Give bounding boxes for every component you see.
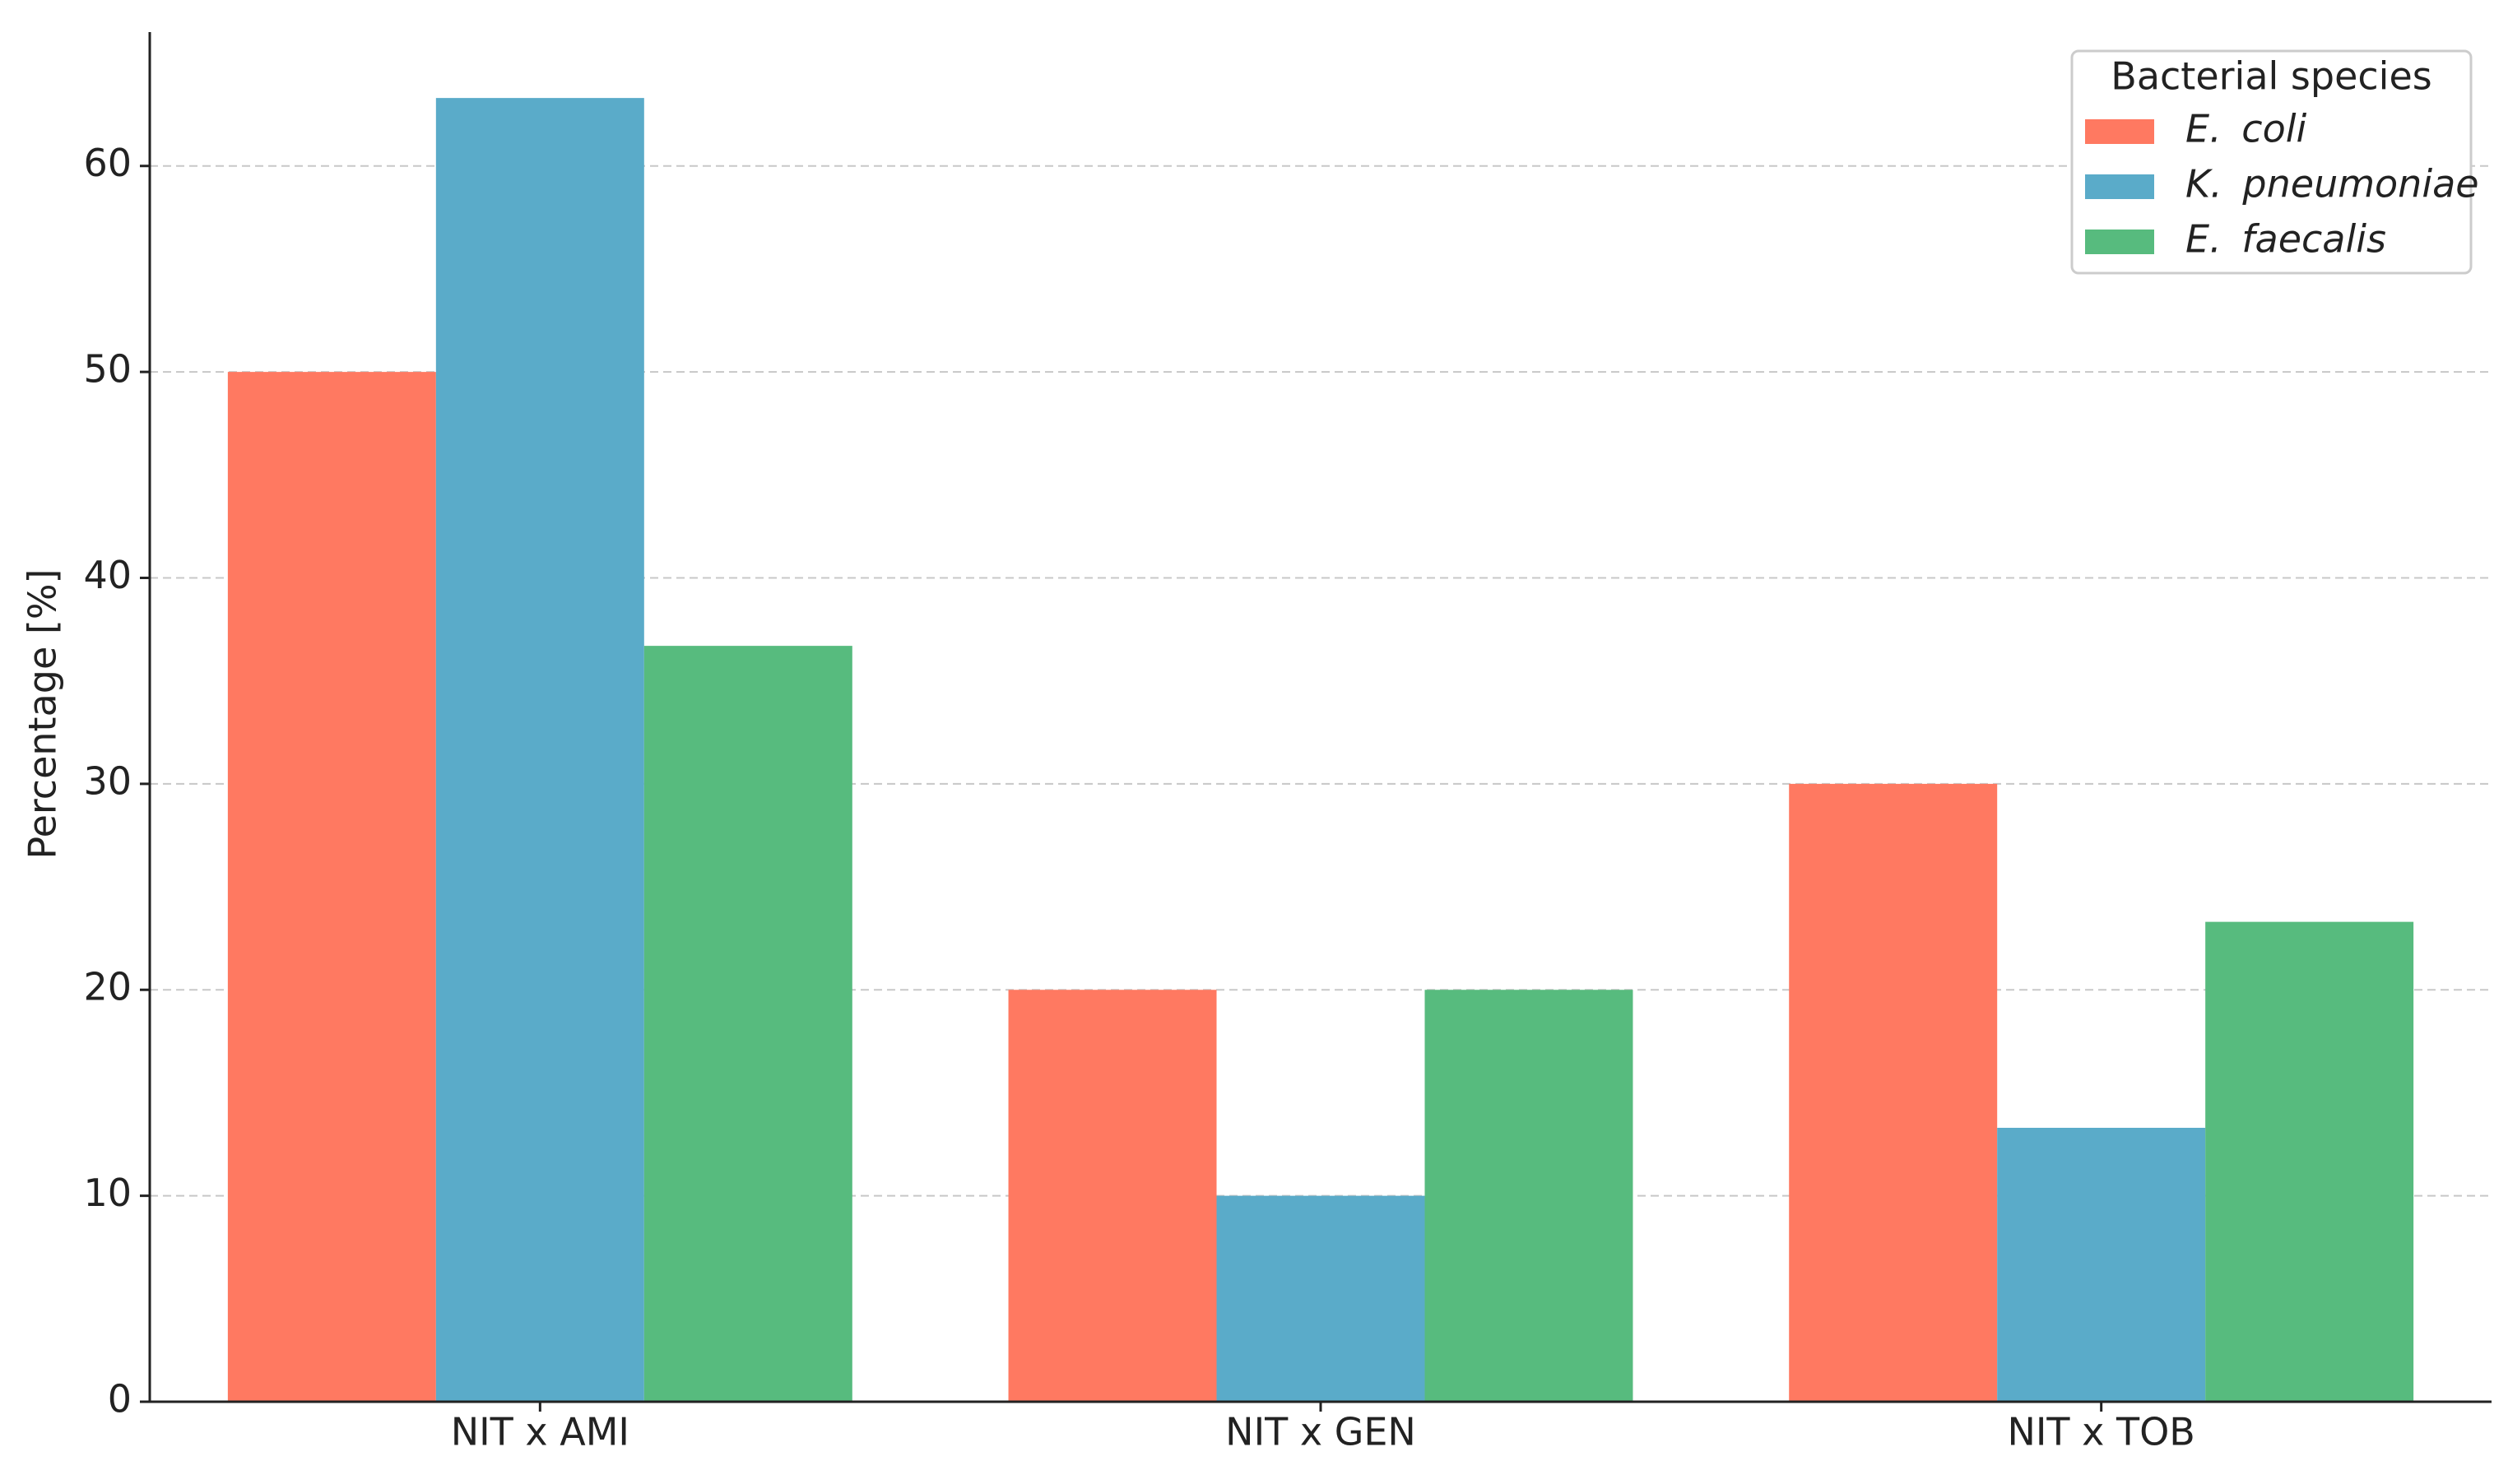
bar [1008,990,1217,1402]
x-tick-label: NIT x AMI [451,1410,629,1454]
y-tick-label: 0 [108,1377,132,1421]
bar [1789,783,1998,1402]
legend: Bacterial species E. coli K. pneumoniae E. … [2070,49,2479,275]
legend-swatch [2085,230,2154,254]
legend-swatch [2085,174,2154,199]
x-tick-label: NIT x TOB [2007,1410,2194,1454]
y-tick-label: 50 [83,347,132,392]
y-tick-label: 10 [83,1171,132,1215]
legend-swatch [2085,119,2154,144]
y-tick-label: 20 [83,965,132,1009]
legend-label: K. pneumoniae [2185,162,2479,206]
bar [1997,1128,2206,1402]
bar [2205,921,2414,1402]
y-tick-label: 40 [83,553,132,597]
bar [1424,990,1633,1402]
legend-label: E. faecalis [2185,217,2386,262]
bar [1216,1195,1425,1402]
y-tick-label: 30 [83,758,132,803]
legend-label: E. coli [2185,107,2307,151]
y-tick-label: 60 [83,141,132,185]
legend-box [2070,49,2473,275]
bar [435,98,644,1402]
x-tick-label: NIT x GEN [1225,1410,1416,1454]
bar [227,372,436,1402]
legend-title: Bacterial species [2111,54,2431,99]
y-axis-title: Percentage [%] [21,569,65,860]
bar [643,646,852,1402]
